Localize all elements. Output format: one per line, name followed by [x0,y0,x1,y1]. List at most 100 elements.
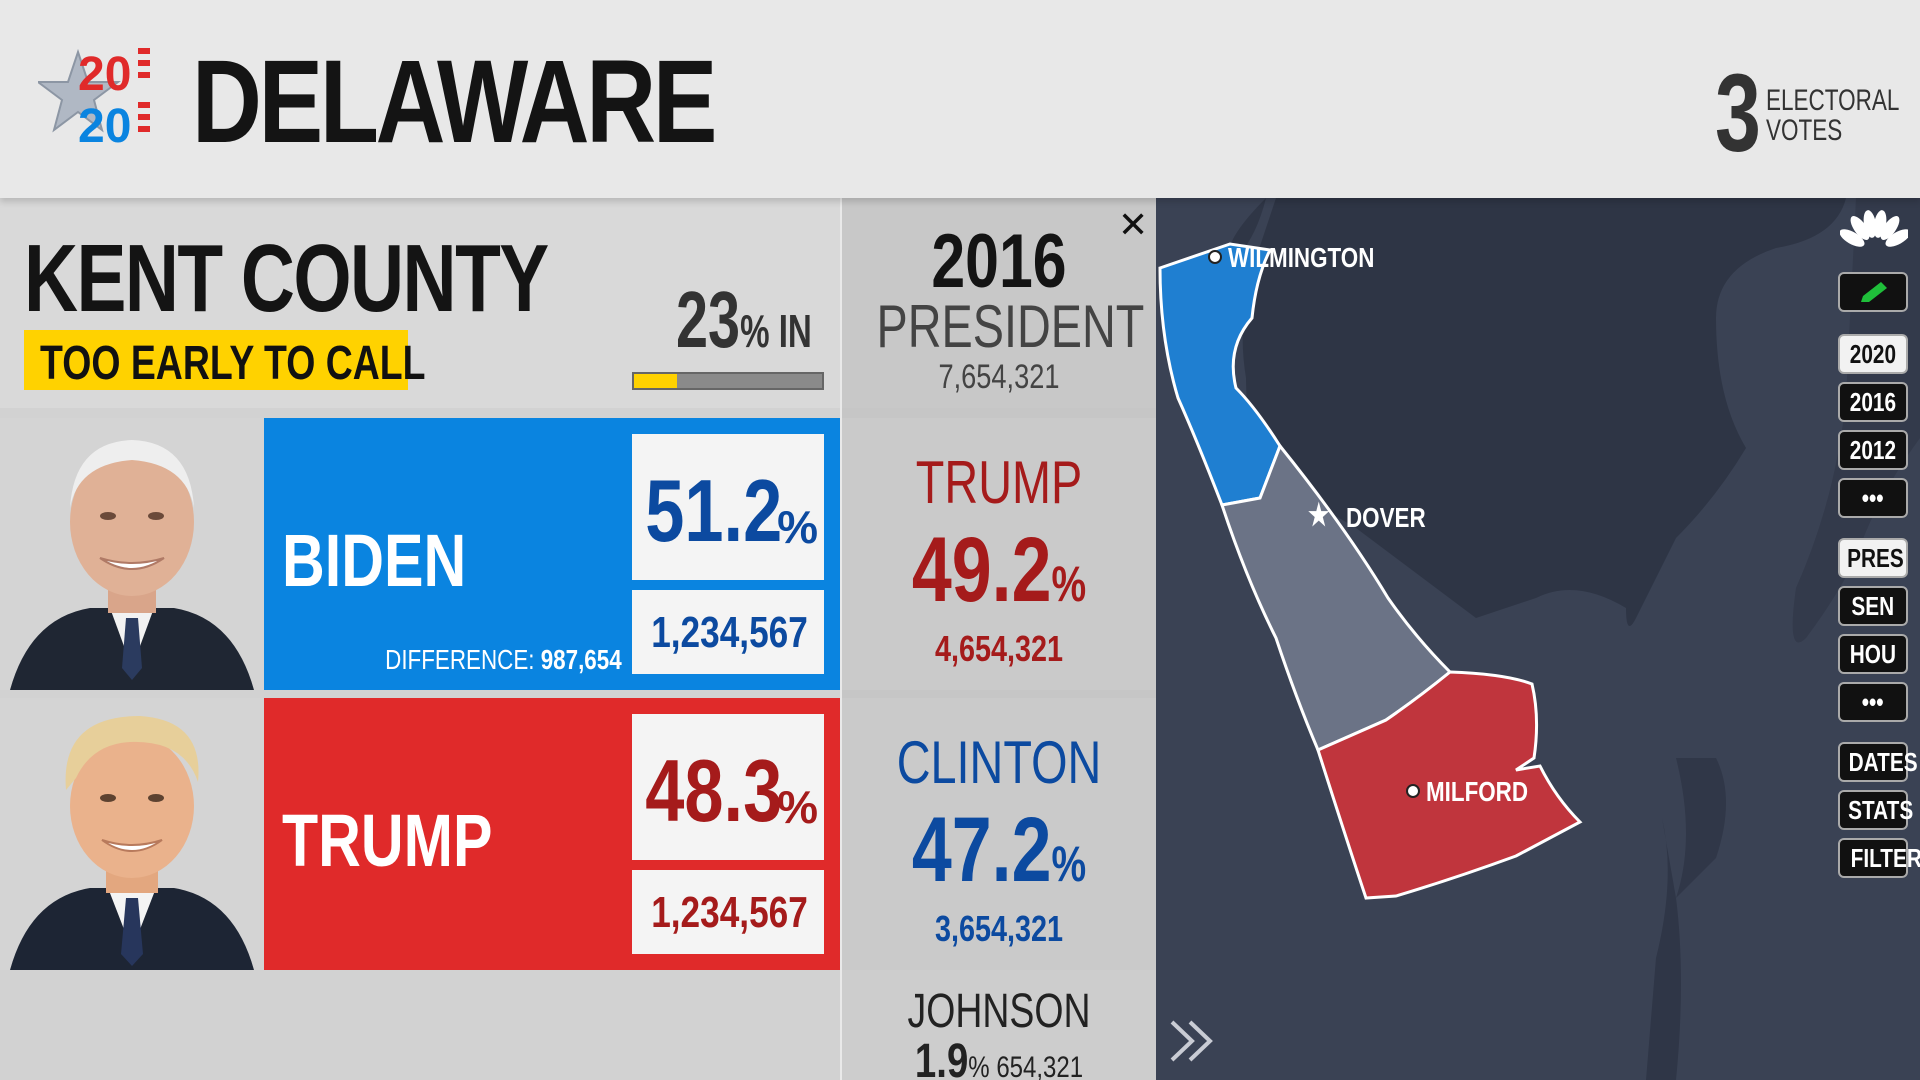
previous-total-votes: 7,654,321 [938,358,1060,396]
race-button-hou[interactable]: HOU [1838,634,1908,674]
previous-results-panel: 2016 PRESIDENT 7,654,321 TRUMP 49.2% 4,6… [842,198,1156,1080]
percent-reporting-value: 23 [676,275,741,364]
stats-button[interactable]: STATS [1838,790,1913,830]
electoral-label-line1: ELECTORAL [1766,84,1900,117]
percent-reporting-suffix: % IN [740,305,812,357]
candidate-percent-box: 48.3 % [632,714,824,860]
previous-result-johnson: JOHNSON 1.9% 654,321 [842,970,1156,1080]
reporting-progress-bar [632,372,824,390]
candidate-percent: 51.2 [644,461,782,560]
candidate-percent: 48.3 [644,741,782,840]
electoral-label-line2: VOTES [1766,114,1843,147]
previous-candidate-percent-value: 1.9 [914,1035,969,1080]
candidate-row-biden[interactable]: BIDEN 51.2 % 1,234,567 DIFFERENCE: 987,6… [0,418,840,690]
previous-candidate-name: CLINTON [896,729,1102,796]
close-icon[interactable]: ✕ [1118,204,1149,245]
candidate-name: BIDEN [282,519,467,602]
header: 20 20 DELAWARE 3 ELECTORAL VOTES [0,0,1920,198]
year-button-2012[interactable]: 2012 [1838,430,1908,470]
pencil-icon [1861,282,1887,302]
tool-button-label: DATES [1848,747,1918,777]
more-label: ••• [1862,483,1884,513]
state-title: DELAWARE [192,36,717,168]
race-button-label: PRES [1847,543,1904,573]
state-map[interactable]: WILMINGTON ★ DOVER MILFORD [1156,198,1920,1080]
year-more-button[interactable]: ••• [1838,478,1908,518]
candidate-votes: 1,234,567 [651,608,808,657]
percent-sign: % [968,1051,990,1080]
city-label-dover: DOVER [1346,502,1426,533]
year-button-2020[interactable]: 2020 [1838,334,1908,374]
previous-candidate-name: TRUMP [915,449,1083,516]
dates-button[interactable]: DATES [1838,742,1918,782]
city-label-wilmington: WILMINGTON [1228,242,1375,273]
trump-portrait [0,698,264,970]
county-results-panel: KENT COUNTY TOO EARLY TO CALL 23% IN [0,198,840,1080]
map-canvas[interactable] [1156,198,1920,1080]
race-button-label: SEN [1851,591,1895,621]
candidate-photo-trump [0,698,264,970]
previous-race: PRESIDENT [876,293,1145,360]
biden-portrait [0,418,264,690]
electoral-votes-label: ELECTORAL VOTES [1766,86,1899,146]
candidate-row-trump[interactable]: TRUMP 48.3 % 1,234,567 [0,698,840,970]
previous-candidate-percent: 47.2% [877,798,1122,903]
previous-candidate-votes: 654,321 [996,1051,1084,1080]
year-button-label: 2016 [1849,387,1897,417]
candidate-name: TRUMP [282,799,493,882]
previous-result-clinton: CLINTON 47.2% 3,654,321 [842,698,1156,970]
electoral-votes-count: 3 [1715,52,1761,175]
previous-candidate-votes: 4,654,321 [934,628,1064,669]
year-button-label: 2012 [1849,435,1897,465]
svg-text:20: 20 [78,100,131,152]
county-header: KENT COUNTY TOO EARLY TO CALL 23% IN [0,198,840,408]
city-label-milford: MILFORD [1426,776,1529,807]
filters-button[interactable]: FILTERS [1838,838,1920,878]
previous-candidate-line: 1.9% 654,321 [873,1034,1124,1080]
difference-label: DIFFERENCE: [385,644,535,675]
year-button-label: 2020 [1849,339,1897,369]
race-more-button[interactable]: ••• [1838,682,1908,722]
tool-button-label: FILTERS [1850,843,1920,873]
county-name: KENT COUNTY [24,225,549,332]
reporting-progress-fill [634,374,678,388]
previous-candidate-percent-value: 47.2 [911,799,1052,901]
percent-sign: % [1051,836,1087,892]
year-button-2016[interactable]: 2016 [1838,382,1908,422]
previous-candidate-name: JOHNSON [907,985,1091,1038]
city-marker-milford[interactable] [1406,784,1420,798]
more-label: ••• [1862,687,1884,717]
previous-candidate-percent-value: 49.2 [911,519,1052,621]
svg-text:20: 20 [78,48,131,101]
peacock-icon [1840,210,1908,247]
percent-sign: % [777,501,818,553]
pencil-button[interactable] [1838,272,1908,312]
difference-value: 987,654 [541,644,622,675]
percent-sign: % [1051,556,1087,612]
candidate-bar-trump: TRUMP 48.3 % 1,234,567 [264,698,840,970]
tool-button-label: STATS [1848,795,1914,825]
vote-difference: DIFFERENCE: 987,654 [385,644,622,676]
race-status-text: TOO EARLY TO CALL [40,337,426,390]
percent-sign: % [777,781,818,833]
previous-year: 2016 [931,219,1067,304]
candidate-votes-box: 1,234,567 [632,590,824,674]
candidate-votes: 1,234,567 [651,888,808,937]
map-toolbar: 2020 2016 2012 ••• PRES SEN HOU ••• DATE… [1836,198,1920,1080]
star-icon: ★ [1308,499,1330,532]
race-button-sen[interactable]: SEN [1838,586,1908,626]
percent-reporting: 23% IN [676,274,812,366]
election-2020-logo: 20 20 [38,48,150,152]
candidate-photo-biden [0,418,264,690]
candidate-bar-biden: BIDEN 51.2 % 1,234,567 DIFFERENCE: 987,6… [264,418,840,690]
previous-candidate-votes: 3,654,321 [934,908,1064,949]
race-status-badge: TOO EARLY TO CALL [24,330,426,390]
city-marker-wilmington[interactable] [1208,250,1222,264]
race-button-pres[interactable]: PRES [1838,538,1908,578]
chevron-right-icon[interactable] [1166,1016,1226,1066]
previous-results-header: 2016 PRESIDENT 7,654,321 [842,198,1156,408]
candidate-votes-box: 1,234,567 [632,870,824,954]
race-button-label: HOU [1849,639,1897,669]
previous-candidate-percent: 49.2% [877,518,1122,623]
previous-result-trump: TRUMP 49.2% 4,654,321 [842,418,1156,690]
